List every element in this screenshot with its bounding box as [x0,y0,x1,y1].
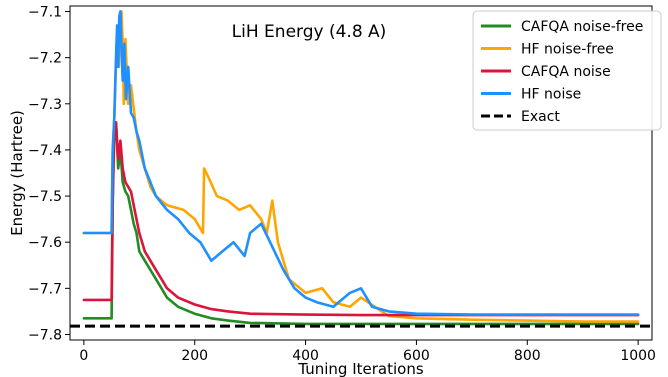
legend-label-cafqa-noise-free: CAFQA noise-free [521,19,643,35]
y-tick-label: −7.2 [28,51,62,67]
x-tick-label: 200 [181,348,208,364]
series-line-cafqa-noise [82,121,640,317]
y-tick-label: −7.1 [28,5,62,21]
y-tick-label: −7.3 [28,97,62,113]
series-line-cafqa-noise-free [82,121,640,326]
y-tick-label: −7.4 [28,143,62,159]
x-tick-label: 1000 [620,348,656,364]
x-axis: 0 200 400 600 800 1000 [79,340,656,364]
x-tick-label: 600 [403,348,430,364]
legend-label-hf-noise: HF noise [521,87,581,103]
legend: CAFQA noise-free HF noise-free CAFQA noise… [472,10,662,131]
x-tick-label: 0 [79,348,88,364]
y-tick-label: −7.6 [28,235,62,251]
legend-label-hf-noise-free: HF noise-free [521,42,614,58]
x-tick-label: 800 [514,348,541,364]
x-tick-label: 400 [292,348,319,364]
legend-box [472,10,662,131]
series-line-hf-noise [82,10,640,316]
legend-label-exact: Exact [521,109,560,125]
plot-frame [69,5,653,341]
legend-label-cafqa-noise: CAFQA noise [521,64,611,80]
chart-title: LiH Energy (4.8 A) [232,22,387,42]
y-tick-label: −7.8 [28,327,62,343]
series-layer [70,10,652,328]
y-axis: −7.1 −7.2 −7.3 −7.4 −7.5 −7.6 −7.7 −7.8 [28,5,70,343]
x-axis-label: Tuning Iterations [297,360,423,377]
y-tick-label: −7.5 [28,189,62,205]
y-axis-label: Energy (Hartree) [8,110,26,236]
y-tick-label: −7.7 [28,281,62,297]
